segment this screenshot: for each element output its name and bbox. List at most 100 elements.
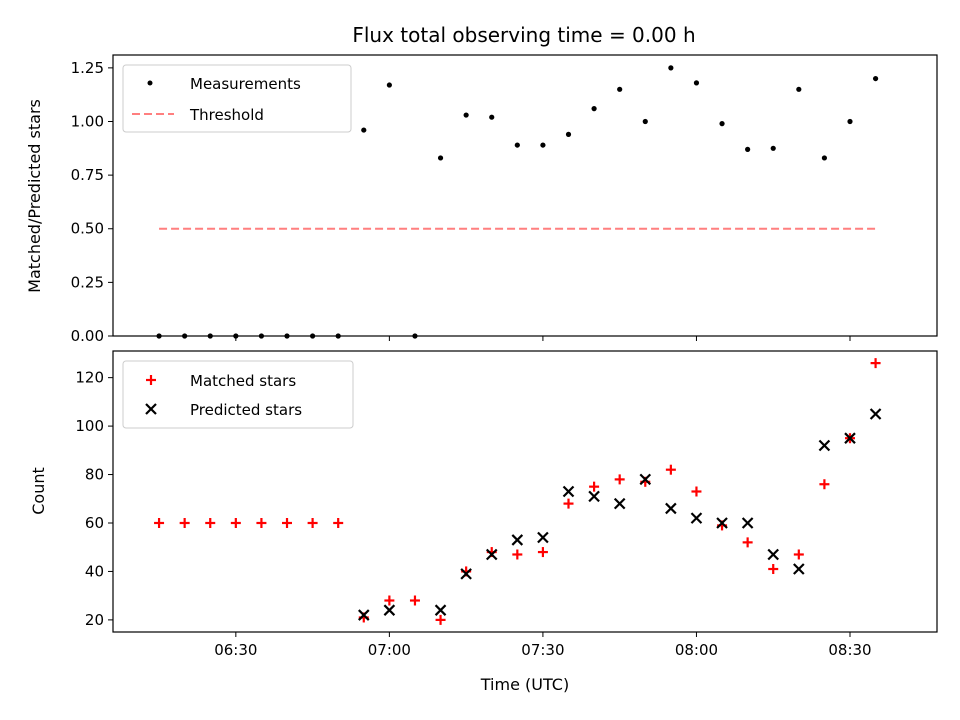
y-tick-label: 0.00 — [71, 327, 104, 345]
ratio-panel: 0.00 0.25 0.50 0.75 1.00 1.25 Matched/Predict… — [25, 54, 938, 345]
measurement-point — [617, 86, 623, 92]
x-tick-label: 08:30 — [828, 641, 871, 659]
predicted-stars-point — [485, 548, 498, 561]
predicted-stars-point — [562, 485, 575, 498]
x-tick-label: 07:00 — [368, 641, 411, 659]
matched-stars-point — [307, 517, 318, 528]
y-tick-label: 1.25 — [71, 59, 104, 77]
matched-stars-point — [179, 517, 190, 528]
matched-stars-point — [742, 537, 753, 548]
count-legend: Matched stars Predicted stars — [122, 360, 354, 429]
legend-predicted-label: Predicted stars — [190, 401, 302, 419]
measurement-point — [437, 155, 444, 161]
y-tick-label: 0.25 — [71, 273, 104, 291]
measurement-point — [719, 121, 725, 127]
measurement-point — [489, 114, 495, 120]
matched-stars-point — [665, 464, 676, 475]
ratio-legend: Measurements Threshold — [122, 64, 352, 133]
measurement-point — [386, 82, 392, 88]
predicted-stars-point — [665, 502, 677, 515]
predicted-stars-point — [639, 473, 652, 486]
ratio-y-axis-label: Matched/Predicted stars — [25, 99, 44, 293]
x-tick-label: 07:30 — [521, 641, 564, 659]
y-tick-label: 1.00 — [71, 112, 104, 130]
legend-measurements-marker — [147, 80, 153, 86]
measurement-point — [642, 118, 648, 125]
predicted-stars-point — [869, 408, 882, 420]
matched-stars-point — [333, 517, 344, 528]
y-tick-label: 60 — [85, 514, 104, 532]
y-tick-label: 120 — [75, 369, 104, 387]
legend-threshold-label: Threshold — [189, 106, 264, 124]
predicted-stars-point — [613, 497, 626, 510]
predicted-stars-point — [588, 490, 600, 503]
ratio-panel-frame — [112, 54, 938, 337]
matched-stars-point — [205, 517, 216, 528]
predicted-stars-point — [767, 548, 780, 561]
measurement-point — [668, 65, 674, 71]
x-tick-label: 08:00 — [675, 641, 718, 659]
matched-stars-point — [793, 549, 804, 560]
matched-stars-point — [512, 549, 523, 560]
matched-stars-point — [691, 486, 702, 497]
legend-matched-marker — [146, 375, 156, 385]
measurement-point — [463, 112, 469, 118]
ratio-legend-frame — [122, 64, 352, 133]
matched-stars-point — [282, 517, 293, 528]
legend-predicted-marker — [145, 403, 157, 415]
y-tick-label: 0.50 — [71, 220, 104, 238]
y-tick-label: 20 — [85, 611, 104, 629]
measurement-point — [514, 142, 520, 148]
measurement-point — [540, 142, 546, 148]
y-tick-label: 40 — [85, 562, 104, 580]
matched-stars-point — [768, 564, 779, 575]
measurement-point — [361, 127, 367, 133]
count-panel-frame — [112, 350, 938, 633]
matched-stars-point — [870, 358, 881, 369]
predicted-stars-point — [383, 604, 396, 616]
predicted-stars-point — [434, 604, 447, 616]
measurement-point — [872, 75, 879, 82]
legend-measurements-label: Measurements — [190, 75, 301, 93]
y-tick-label: 0.75 — [71, 166, 104, 184]
predicted-stars-point — [358, 609, 370, 621]
predicted-stars-point — [741, 517, 754, 529]
predicted-stars-point — [511, 534, 524, 546]
predicted-stars-point — [844, 432, 856, 444]
matched-stars-point — [256, 517, 267, 528]
measurement-point — [796, 86, 802, 92]
matched-stars-point — [563, 498, 574, 509]
measurement-point — [745, 146, 751, 152]
predicted-stars-point — [818, 439, 831, 452]
predicted-stars-point — [537, 531, 549, 544]
predicted-stars-point — [460, 568, 472, 580]
predicted-stars-point — [793, 563, 805, 575]
measurement-point — [693, 80, 700, 86]
matched-stars-point — [409, 595, 420, 606]
matched-stars-point — [589, 481, 600, 492]
x-tick-label: 06:30 — [214, 641, 257, 659]
predicted-stars-point — [690, 512, 703, 524]
matched-stars-point — [154, 517, 165, 528]
matched-stars-point — [537, 547, 548, 558]
matched-stars-point — [230, 517, 241, 528]
measurement-point — [821, 155, 828, 161]
count-y-axis-label: Count — [29, 467, 48, 515]
measurement-point — [591, 106, 597, 112]
matched-stars-point — [614, 474, 625, 485]
y-tick-label: 80 — [85, 466, 104, 484]
chart-title: Flux total observing time = 0.00 h — [352, 23, 695, 47]
count-legend-frame — [122, 360, 354, 429]
legend-matched-label: Matched stars — [190, 372, 296, 390]
predicted-stars-point — [716, 517, 728, 529]
measurement-point — [847, 118, 853, 125]
x-axis-label: Time (UTC) — [480, 675, 569, 694]
matched-stars-point — [819, 479, 830, 490]
matched-stars-point — [435, 614, 446, 625]
matched-stars-point — [384, 595, 395, 606]
y-tick-label: 100 — [75, 417, 104, 435]
measurement-point — [770, 145, 776, 151]
measurement-point — [565, 131, 572, 137]
